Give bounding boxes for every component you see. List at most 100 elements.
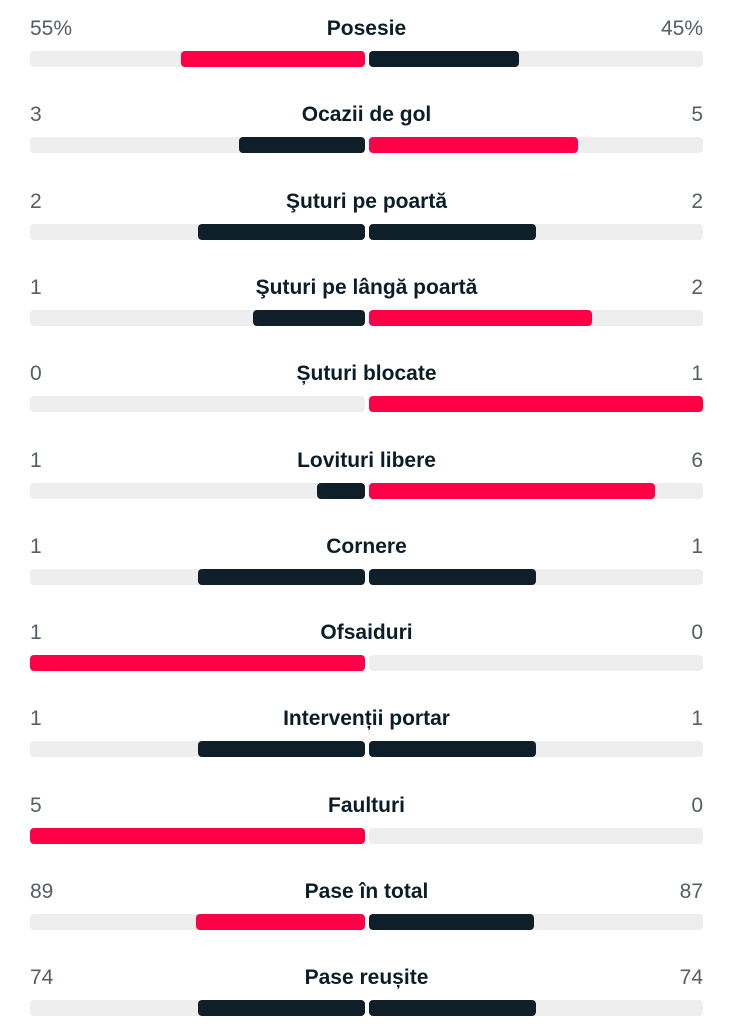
away-bar-track (369, 655, 703, 672)
home-bar-track (30, 741, 365, 758)
home-value: 5 (30, 793, 42, 817)
home-bar-track (30, 223, 365, 240)
away-bar-fill (369, 137, 578, 154)
home-value: 1 (30, 707, 42, 731)
away-bar-fill (369, 223, 536, 240)
home-bar-track (30, 137, 365, 154)
home-value: 1 (30, 621, 42, 645)
stat-label: Intervenții portar (283, 707, 450, 731)
home-value: 55% (30, 17, 73, 40)
stat-bar (30, 741, 703, 758)
away-bar-track (369, 309, 703, 326)
stat-row: 1 Intervenții portar 1 (30, 707, 703, 767)
away-bar-track (369, 568, 703, 585)
home-bar-fill (30, 827, 365, 844)
away-value: 0 (691, 793, 703, 817)
home-bar-track (30, 51, 365, 67)
home-bar-track (30, 482, 365, 499)
stat-row: 0 Șuturi blocate 1 (30, 362, 703, 422)
away-value: 1 (691, 534, 703, 558)
home-bar-fill (253, 309, 365, 326)
home-bar-fill (195, 914, 365, 930)
home-value: 1 (30, 275, 42, 299)
away-value: 1 (691, 362, 703, 386)
stat-row: 1 Şuturi pe lângă poartă 2 (30, 276, 703, 336)
home-bar-fill (239, 137, 365, 154)
stat-row: 5 Faulturi 0 (30, 794, 703, 854)
away-bar-track (369, 137, 703, 154)
stat-row: 1 Ofsaiduri 0 (30, 621, 703, 681)
stat-bar (30, 655, 703, 672)
stat-bar (30, 396, 703, 413)
away-value: 87 (679, 880, 703, 903)
home-bar-fill (317, 482, 365, 499)
stat-label: Faulturi (328, 793, 405, 817)
stat-label: Posesie (326, 17, 407, 40)
stat-label: Pase în total (304, 880, 429, 903)
home-bar-fill (30, 655, 365, 672)
stat-label: Cornere (326, 534, 407, 558)
away-value: 74 (679, 966, 703, 990)
home-value: 1 (30, 534, 42, 558)
stat-label: Şuturi pe lângă poartă (255, 275, 478, 299)
home-value: 74 (30, 966, 54, 990)
away-bar-track (369, 223, 703, 240)
home-bar-track (30, 1000, 365, 1017)
stat-bar (30, 568, 703, 585)
home-bar-fill (197, 568, 365, 585)
stat-label: Ocazii de gol (301, 103, 432, 127)
stat-label: Lovituri libere (297, 448, 436, 472)
home-value: 2 (30, 189, 42, 213)
home-bar-fill (197, 1000, 365, 1017)
stat-row: 1 Lovituri libere 6 (30, 449, 703, 509)
stat-row: 2 Şuturi pe poartă 2 (30, 190, 703, 250)
stat-row: 55% Posesie 45% (30, 17, 703, 77)
away-value: 2 (691, 275, 703, 299)
away-bar-track (369, 482, 703, 499)
away-bar-track (369, 741, 703, 758)
away-value: 45% (660, 17, 703, 40)
away-bar-fill (369, 741, 536, 758)
home-bar-fill (180, 51, 365, 67)
away-bar-track (369, 51, 703, 67)
home-bar-track (30, 568, 365, 585)
home-value: 89 (30, 880, 54, 903)
away-bar-track (369, 914, 703, 930)
stat-row: 89 Pase în total 87 (30, 880, 703, 940)
away-bar-track (369, 396, 703, 413)
stat-label: Şuturi pe poartă (285, 189, 448, 213)
away-value: 6 (691, 448, 703, 472)
home-bar-fill (197, 223, 365, 240)
away-value: 1 (691, 707, 703, 731)
home-bar-track (30, 655, 365, 672)
stat-bar (30, 482, 703, 499)
stat-bar (30, 1000, 703, 1017)
stat-label: Ofsaiduri (320, 621, 413, 645)
away-bar-track (369, 1000, 703, 1017)
home-bar-track (30, 914, 365, 930)
stat-bar (30, 914, 703, 930)
home-value: 3 (30, 103, 42, 127)
home-value: 0 (30, 362, 42, 386)
away-value: 5 (691, 103, 703, 127)
stat-bar (30, 309, 703, 326)
stat-row: 3 Ocazii de gol 5 (30, 103, 703, 163)
away-bar-fill (369, 914, 535, 930)
stat-bar (30, 223, 703, 240)
stat-bar (30, 51, 703, 67)
away-bar-fill (369, 309, 592, 326)
home-bar-track (30, 396, 365, 413)
home-bar-track (30, 309, 365, 326)
away-value: 0 (691, 621, 703, 645)
home-bar-fill (197, 741, 365, 758)
away-value: 2 (691, 189, 703, 213)
away-bar-fill (369, 482, 656, 499)
home-value: 1 (30, 448, 42, 472)
stat-bar (30, 827, 703, 844)
home-bar-track (30, 827, 365, 844)
stat-row: 74 Pase reușite 74 (30, 966, 703, 1026)
stat-label: Șuturi blocate (296, 362, 437, 386)
away-bar-fill (369, 568, 536, 585)
away-bar-fill (369, 1000, 536, 1017)
stat-row: 1 Cornere 1 (30, 535, 703, 595)
